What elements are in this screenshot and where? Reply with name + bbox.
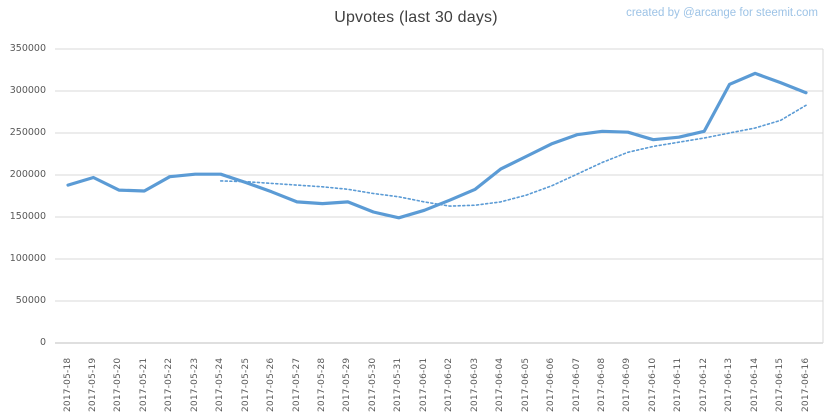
x-axis-label: 2017-05-22 xyxy=(164,357,175,412)
x-axis-label: 2017-06-09 xyxy=(622,357,633,412)
x-axis-label: 2017-05-19 xyxy=(87,357,98,412)
x-axis-label: 2017-06-06 xyxy=(546,357,556,412)
x-axis-label: 2017-05-25 xyxy=(240,357,251,412)
series-line-daily-upvotes xyxy=(66,71,808,220)
x-axis-label: 2017-06-05 xyxy=(520,357,531,412)
x-axis-label: 2017-06-16 xyxy=(800,357,811,412)
x-axis-label: 2017-05-28 xyxy=(317,357,327,412)
x-axis-label: 2017-05-23 xyxy=(189,357,200,412)
x-axis-label: 2017-06-01 xyxy=(418,357,429,412)
x-axis-label: 2017-05-21 xyxy=(138,357,149,412)
x-axis-label: 2017-06-15 xyxy=(775,357,785,412)
x-axis-label: 2017-05-31 xyxy=(393,357,404,412)
y-axis-label: 50000 xyxy=(15,295,46,306)
x-axis-label: 2017-06-13 xyxy=(724,357,735,412)
x-axis-label: 2017-06-08 xyxy=(596,357,607,412)
y-axis-label: 0 xyxy=(39,337,46,348)
x-axis-label: 2017-06-03 xyxy=(469,357,480,412)
y-axis-label: 300000 xyxy=(9,85,46,96)
x-axis-label: 2017-05-24 xyxy=(215,357,226,412)
x-axis-label: 2017-05-26 xyxy=(266,357,277,412)
chart-title: Upvotes (last 30 days) xyxy=(334,9,498,26)
y-axis-label: 200000 xyxy=(9,169,46,180)
x-axis-label: 2017-06-14 xyxy=(749,357,760,412)
y-axis-label: 250000 xyxy=(9,127,46,138)
series-line-trend xyxy=(219,104,807,207)
y-axis-label: 350000 xyxy=(9,43,46,54)
x-axis-label: 2017-06-04 xyxy=(495,357,506,412)
watermark-credit: created by @arcange for steemit.com xyxy=(626,7,818,19)
x-axis-label: 2017-05-27 xyxy=(291,357,302,412)
x-axis-label: 2017-06-07 xyxy=(571,357,582,412)
x-axis-label: 2017-06-02 xyxy=(444,357,455,412)
y-axis-label: 150000 xyxy=(9,211,46,222)
x-axis-label: 2017-05-29 xyxy=(342,357,353,412)
x-axis-label: 2017-06-11 xyxy=(673,357,684,412)
x-axis-label: 2017-06-12 xyxy=(698,357,709,412)
x-axis-label: 2017-06-10 xyxy=(647,357,658,412)
y-axis-label: 100000 xyxy=(9,253,46,264)
x-axis-label: 2017-05-30 xyxy=(367,357,378,412)
x-axis-label: 2017-05-20 xyxy=(113,357,124,412)
x-axis-label: 2017-05-18 xyxy=(62,357,73,412)
